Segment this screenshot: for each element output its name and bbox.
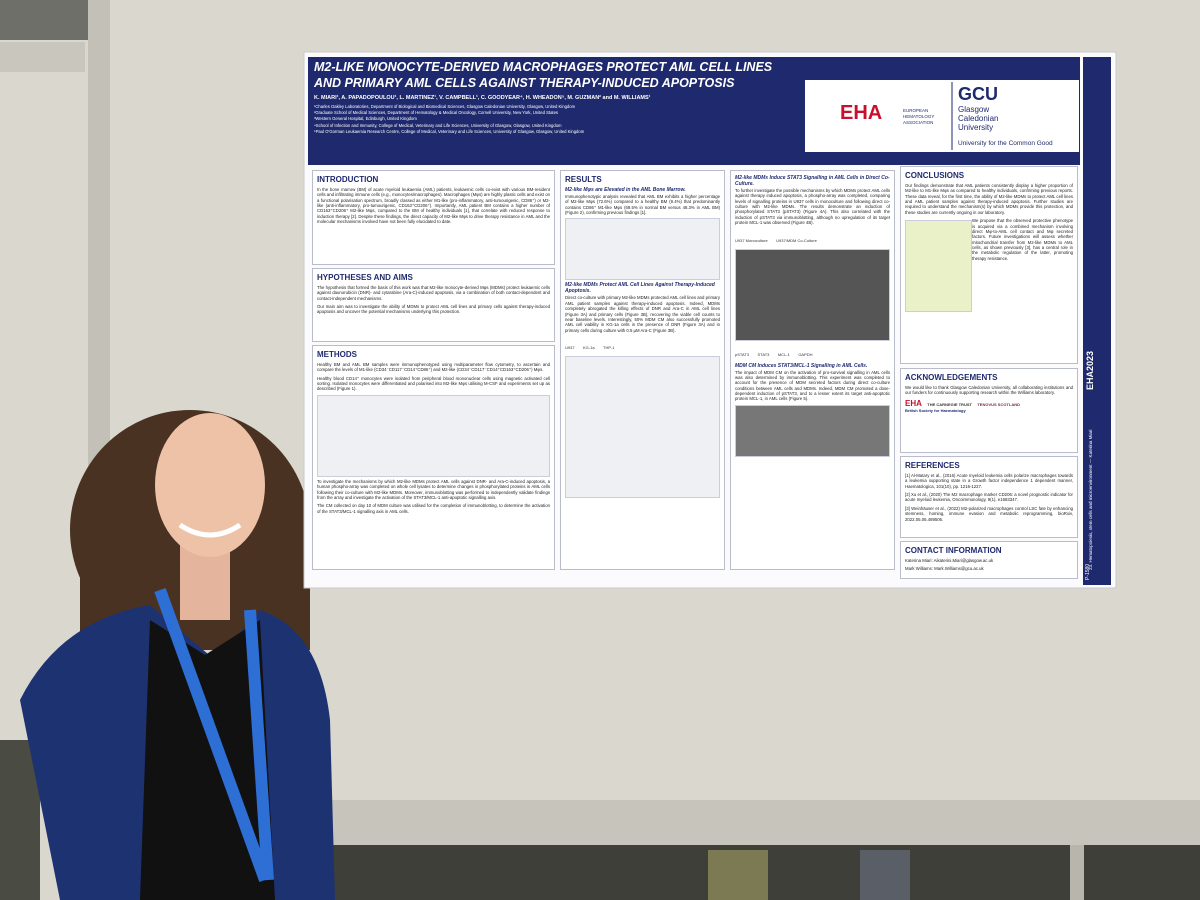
heading: CONCLUSIONS xyxy=(905,171,965,180)
affiliation: ³Western General Hospital, Edinburgh, Un… xyxy=(314,116,417,122)
results-right: M2-like MDMs Induce STAT3 Signalling in … xyxy=(730,170,895,570)
figure-label: pSTAT3 xyxy=(735,351,750,357)
reference: [2] Xu et al., (2020) The M2 macrophage … xyxy=(905,492,1073,503)
contact: CONTACT INFORMATION Katerina Miari: Aika… xyxy=(900,541,1078,579)
side-poster-id: P-1580 xyxy=(1085,563,1091,580)
floor xyxy=(0,740,40,900)
paragraph: Our findings demonstrate that AML patien… xyxy=(905,183,1073,215)
heading: CONTACT INFORMATION xyxy=(905,546,1002,555)
figure-label: KG-1a xyxy=(583,344,595,350)
eha-name: EUROPEAN HEMATOLOGY ASSOCIATION xyxy=(903,108,935,125)
subheading: M2-like Mφs are Elevated in the AML Bone… xyxy=(565,187,686,193)
affiliation: ¹Charles Oakley Laboratories, Department… xyxy=(314,104,576,110)
board-base xyxy=(330,800,1200,845)
heading: INTRODUCTION xyxy=(317,175,379,184)
side-strip xyxy=(1083,57,1111,585)
board-frame xyxy=(0,42,85,72)
figure-labels: pSTAT3 STAT3 MCL-1 GAPDH xyxy=(735,343,890,361)
results-left: RESULTS M2-like Mφs are Elevated in the … xyxy=(560,170,725,570)
heading: RESULTS xyxy=(565,175,602,184)
affiliation: ⁵Paul O'Gorman Leukaemia Research Centre… xyxy=(314,128,585,134)
visitor-legs xyxy=(708,850,768,900)
paragraph: The impact of MDM CM on the activation o… xyxy=(735,369,890,402)
paragraph: We would like to thank Glasgow Caledonia… xyxy=(905,385,1073,396)
pole xyxy=(1070,845,1084,900)
paragraph: Our main aim was to investigate the abil… xyxy=(317,304,550,315)
reference: [3] Weinhäuser et al., (2022) M2-polariz… xyxy=(905,505,1073,522)
paragraph: Healthy blood CD14⁺ monocytes were isola… xyxy=(317,375,550,392)
introduction: INTRODUCTION In the bone marrow (BM) of … xyxy=(312,170,555,265)
gcu-motto: University for the Common Good xyxy=(958,140,1053,147)
conclusions: CONCLUSIONS Our findings demonstrate tha… xyxy=(900,166,1078,364)
paragraph: We propose that the observed protective … xyxy=(972,218,1073,261)
hall-ceiling xyxy=(0,0,95,40)
header: M2-LIKE MONOCYTE-DERIVED MACROPHAGES PRO… xyxy=(314,60,802,135)
lanyard xyxy=(244,609,274,881)
affiliations: ¹Charles Oakley Laboratories, Department… xyxy=(314,104,802,134)
subheading: MDM CM Induces STAT3/MCL-1 Signalling in… xyxy=(735,362,868,369)
visitor-legs xyxy=(860,850,910,900)
presenter: Katerina Miari xyxy=(1088,429,1093,458)
logo-panel xyxy=(805,80,1079,152)
figure-label: U937 xyxy=(565,344,575,350)
heading: HYPOTHESES AND AIMS xyxy=(317,273,413,282)
funders: EHA THE CARNEGIE TRUST TENOVUS SCOTLAND … xyxy=(905,399,1073,414)
paragraph: Immunophenotypic analysis revealed that … xyxy=(565,194,720,216)
heading: ACKNOWLEDGEMENTS xyxy=(905,373,998,382)
methods: METHODS Healthy BM and AML BM samples we… xyxy=(312,345,555,570)
figure-label: U937/MDM Co-Culture xyxy=(776,237,817,243)
face xyxy=(155,413,265,557)
affiliation: ⁴School of Infection and Immunity, Colle… xyxy=(314,122,562,128)
eha-logo: EHA xyxy=(840,102,883,124)
lanyard xyxy=(154,587,271,883)
paragraph: In the bone marrow (BM) of acute myeloid… xyxy=(317,187,550,225)
poster-title: M2-LIKE MONOCYTE-DERIVED MACROPHAGES PRO… xyxy=(314,60,773,90)
affiliation: ²Graduate School of Medical Sciences, De… xyxy=(314,110,558,116)
figure-2 xyxy=(565,218,720,281)
paragraph: The CM collected on day 10 of MDM cultur… xyxy=(317,503,550,514)
heading: REFERENCES xyxy=(905,461,960,470)
paragraph: To further investigate the possible mech… xyxy=(735,188,890,226)
funder: TENOVUS SCOTLAND xyxy=(977,401,1021,407)
paragraph: Healthy BM and AML BM samples were immun… xyxy=(317,362,550,373)
figure-label: U937 Monoculture xyxy=(735,237,768,243)
subheading: M2-like MDMs Induce STAT3 Signalling in … xyxy=(735,175,890,187)
gcu-name: Glasgow Caledonian University xyxy=(958,105,999,132)
figure-labels: U937 Monoculture U937/MDM Co-Culture xyxy=(735,229,890,247)
figure-4 xyxy=(735,248,890,341)
references: REFERENCES [1] Al-Matary et al., (2016) … xyxy=(900,456,1078,538)
figure-label: THP-1 xyxy=(603,344,615,350)
contact-line: Katerina Miari: Aikaterini.Miari@glasgow… xyxy=(905,558,994,563)
reference: [1] Al-Matary et al., (2016) Acute myelo… xyxy=(905,473,1073,489)
funder: British Society for Haematology xyxy=(905,407,966,413)
figure-6 xyxy=(905,220,972,313)
figure-label: STAT3 xyxy=(757,351,770,357)
subheading: M2-like MDMs Protect AML Cell Lines Agai… xyxy=(565,282,715,295)
heading: METHODS xyxy=(317,350,357,359)
funder: EHA xyxy=(905,398,922,408)
figure-1 xyxy=(317,394,550,477)
acknowledgements: ACKNOWLEDGEMENTS We would like to thank … xyxy=(900,368,1078,453)
hypotheses: HYPOTHESES AND AIMS The hypothesis that … xyxy=(312,268,555,342)
paragraph: To investigate the mechanisms by which M… xyxy=(317,478,550,500)
funder: THE CARNEGIE TRUST xyxy=(927,401,972,407)
paragraph: Direct co-culture with primary M2-like M… xyxy=(565,295,720,333)
figure-3 xyxy=(565,355,720,498)
figure-5 xyxy=(735,404,890,457)
figure-label: GAPDH xyxy=(798,351,813,357)
gcu-logo: GCU xyxy=(958,84,998,104)
figure-labels: U937 KG-1a THP-1 xyxy=(565,336,720,354)
contact-line: Mark Williams: Mark.Williams@gcu.ac.uk xyxy=(905,566,984,572)
figure-label: MCL-1 xyxy=(777,351,790,357)
smile xyxy=(178,522,242,538)
authors: K. MIARI¹, A. PAPADOPOULOU¹, L. MARTINEZ… xyxy=(314,95,651,102)
paragraph: The hypothesis that formed the basis of … xyxy=(317,285,550,301)
side-congress: EHA2023 xyxy=(1085,350,1095,390)
